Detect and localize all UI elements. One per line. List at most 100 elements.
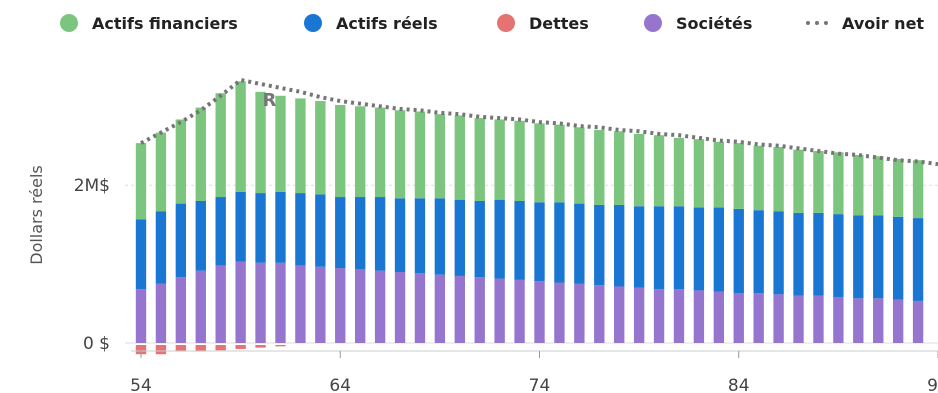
bar-companies-78[interactable] xyxy=(614,286,625,343)
bar-companies-58[interactable] xyxy=(215,265,226,343)
bar-companies-87[interactable] xyxy=(793,295,804,343)
bar-real-55[interactable] xyxy=(155,211,167,284)
bar-financial-92[interactable] xyxy=(892,158,904,217)
bar-companies-89[interactable] xyxy=(833,296,844,343)
bar-financial-61[interactable] xyxy=(275,95,286,192)
bar-companies-66[interactable] xyxy=(374,270,386,343)
bar-real-84[interactable] xyxy=(733,208,744,294)
bar-real-78[interactable] xyxy=(614,204,625,287)
bar-real-62[interactable] xyxy=(295,193,306,266)
bar-financial-88[interactable] xyxy=(813,151,824,213)
bar-companies-80[interactable] xyxy=(653,289,665,343)
bar-companies-82[interactable] xyxy=(693,290,705,343)
bar-financial-74[interactable] xyxy=(534,123,545,203)
legend-item-companies[interactable]: Sociétés xyxy=(644,8,752,38)
bar-real-75[interactable] xyxy=(554,202,565,283)
bar-real-73[interactable] xyxy=(514,200,525,280)
bar-financial-76[interactable] xyxy=(574,127,585,204)
bar-companies-75[interactable] xyxy=(554,282,565,343)
bar-financial-83[interactable] xyxy=(713,141,725,208)
bar-debts-56[interactable] xyxy=(175,345,187,352)
bar-financial-65[interactable] xyxy=(354,106,366,198)
bar-real-66[interactable] xyxy=(374,197,386,271)
bar-real-58[interactable] xyxy=(215,197,226,266)
bar-companies-85[interactable] xyxy=(753,293,764,343)
bar-debts-61[interactable] xyxy=(275,345,286,347)
bar-debts-58[interactable] xyxy=(215,345,226,351)
bar-companies-62[interactable] xyxy=(295,265,306,343)
bar-companies-70[interactable] xyxy=(454,275,465,343)
bar-real-90[interactable] xyxy=(853,215,864,299)
bar-financial-89[interactable] xyxy=(833,152,844,215)
bar-companies-64[interactable] xyxy=(335,268,346,343)
bar-companies-93[interactable] xyxy=(912,300,924,343)
bar-real-71[interactable] xyxy=(474,200,485,278)
bar-companies-84[interactable] xyxy=(733,293,744,343)
bar-companies-69[interactable] xyxy=(434,274,446,343)
bar-companies-57[interactable] xyxy=(195,270,206,343)
bar-financial-57[interactable] xyxy=(195,107,206,201)
bar-financial-62[interactable] xyxy=(295,98,306,194)
bar-real-85[interactable] xyxy=(753,210,764,294)
bar-financial-58[interactable] xyxy=(215,93,226,198)
bar-companies-68[interactable] xyxy=(414,273,426,343)
bar-companies-76[interactable] xyxy=(574,283,585,343)
bar-real-87[interactable] xyxy=(793,212,804,296)
bar-real-56[interactable] xyxy=(175,203,187,278)
bar-financial-73[interactable] xyxy=(514,120,525,201)
bar-companies-91[interactable] xyxy=(873,298,884,343)
bar-financial-56[interactable] xyxy=(175,119,187,204)
bar-financial-81[interactable] xyxy=(673,137,685,207)
bar-financial-72[interactable] xyxy=(494,119,505,200)
bar-real-80[interactable] xyxy=(653,206,665,290)
bar-companies-65[interactable] xyxy=(354,269,366,343)
bar-real-74[interactable] xyxy=(534,202,545,282)
bar-real-65[interactable] xyxy=(354,197,366,270)
bar-companies-77[interactable] xyxy=(594,285,605,343)
bar-financial-60[interactable] xyxy=(255,91,266,194)
bar-financial-93[interactable] xyxy=(912,160,924,219)
bar-financial-55[interactable] xyxy=(155,132,167,212)
bar-real-92[interactable] xyxy=(892,216,904,300)
bar-financial-91[interactable] xyxy=(873,156,884,216)
bar-debts-59[interactable] xyxy=(235,345,246,349)
bar-financial-86[interactable] xyxy=(773,147,784,212)
bar-companies-59[interactable] xyxy=(235,261,246,343)
bar-real-83[interactable] xyxy=(713,207,725,292)
legend-item-debts[interactable]: Dettes xyxy=(497,8,589,38)
bar-real-91[interactable] xyxy=(873,215,884,299)
bar-real-81[interactable] xyxy=(673,206,685,290)
bar-companies-88[interactable] xyxy=(813,295,824,343)
bar-real-59[interactable] xyxy=(235,191,246,262)
bar-real-72[interactable] xyxy=(494,199,505,279)
bar-financial-63[interactable] xyxy=(315,101,326,195)
bar-real-82[interactable] xyxy=(693,207,705,291)
bar-financial-82[interactable] xyxy=(693,139,705,208)
bar-financial-78[interactable] xyxy=(614,131,625,205)
bar-companies-55[interactable] xyxy=(155,283,167,343)
bar-financial-90[interactable] xyxy=(853,154,864,216)
bar-companies-63[interactable] xyxy=(315,266,326,343)
bar-real-67[interactable] xyxy=(394,198,406,272)
bar-debts-54[interactable] xyxy=(135,345,147,355)
bar-real-70[interactable] xyxy=(454,199,465,276)
bar-companies-56[interactable] xyxy=(175,277,187,343)
networth-line[interactable] xyxy=(140,77,938,167)
bar-real-86[interactable] xyxy=(773,211,784,295)
bar-financial-64[interactable] xyxy=(335,104,346,198)
bar-companies-61[interactable] xyxy=(275,262,286,343)
bar-real-64[interactable] xyxy=(335,197,346,269)
bar-real-93[interactable] xyxy=(912,218,924,301)
bar-real-77[interactable] xyxy=(594,204,605,286)
bar-debts-57[interactable] xyxy=(195,345,206,352)
bar-companies-67[interactable] xyxy=(394,271,406,343)
bar-financial-54[interactable] xyxy=(135,143,147,220)
legend-item-real[interactable]: Actifs réels xyxy=(304,8,438,38)
bar-financial-69[interactable] xyxy=(434,114,446,199)
bar-financial-70[interactable] xyxy=(454,115,465,200)
bar-companies-86[interactable] xyxy=(773,294,784,343)
bar-financial-87[interactable] xyxy=(793,149,804,213)
bar-companies-73[interactable] xyxy=(514,279,525,343)
bar-companies-60[interactable] xyxy=(255,262,266,343)
bar-real-76[interactable] xyxy=(574,203,585,284)
